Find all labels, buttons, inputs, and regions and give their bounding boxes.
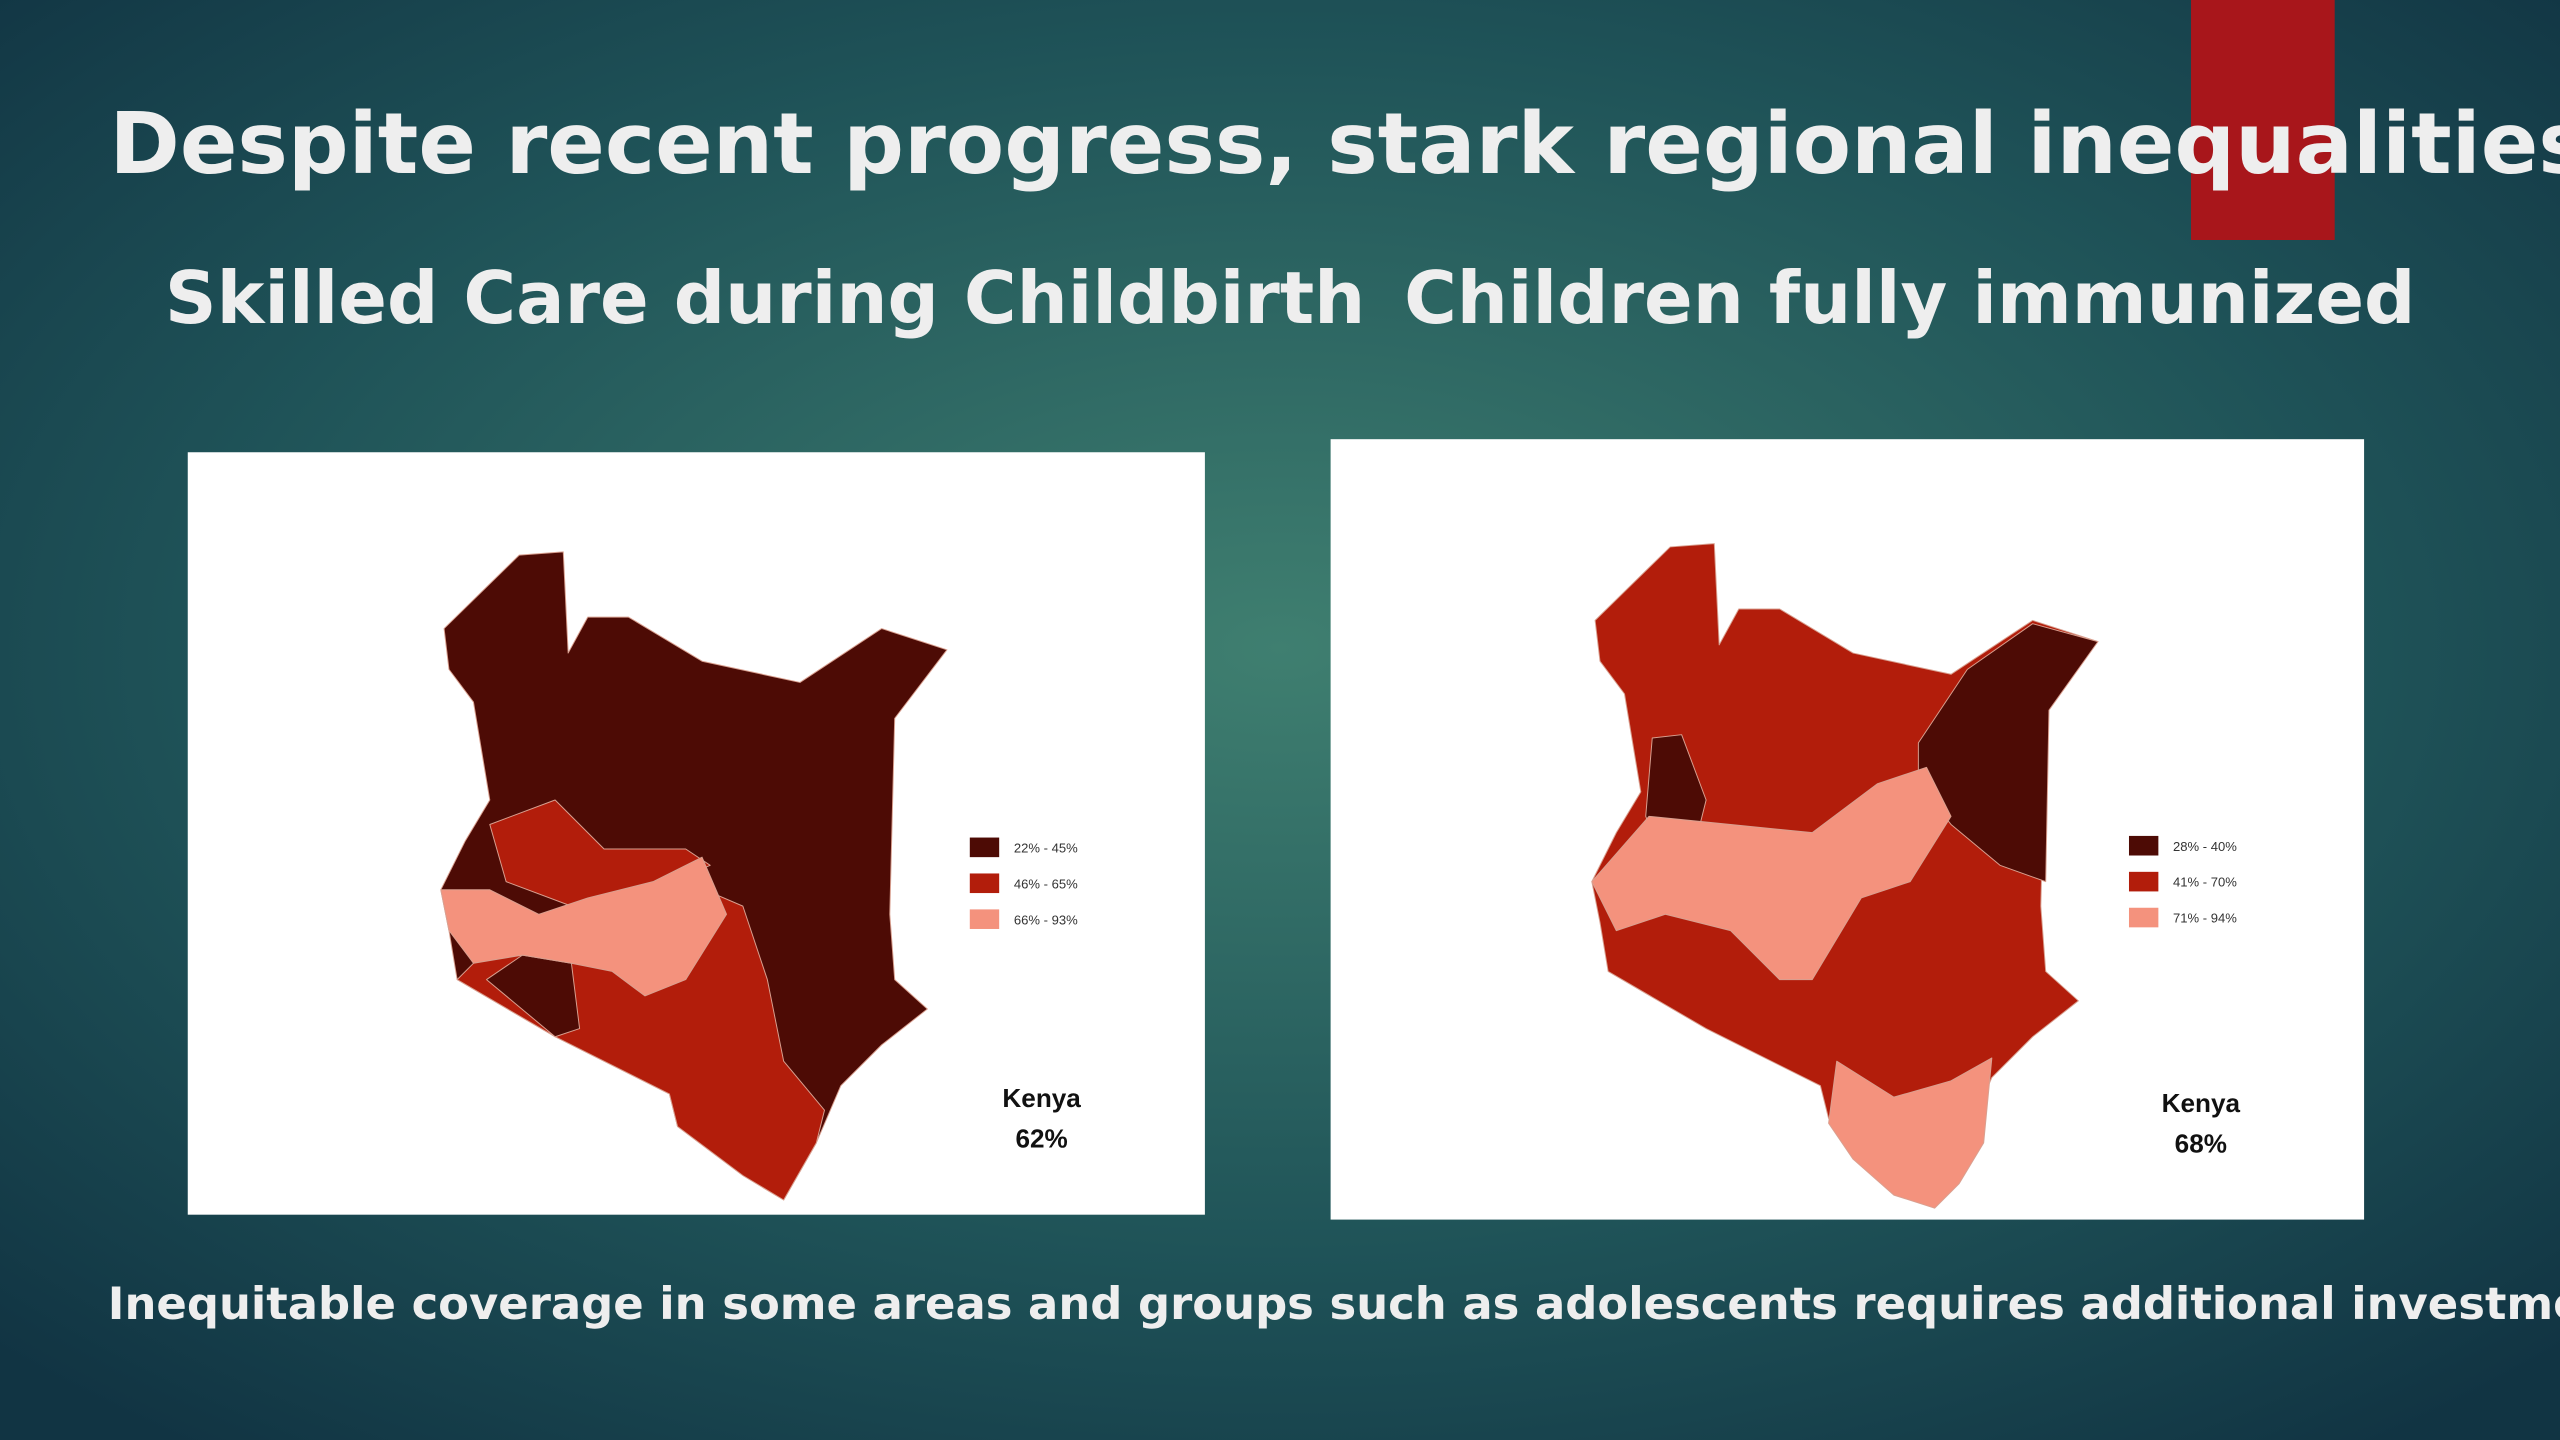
legend-swatch xyxy=(969,873,1000,894)
legend-label: 41% - 70% xyxy=(2173,875,2237,890)
accent-bar xyxy=(2191,0,2335,240)
legend-label: 22% - 45% xyxy=(1014,840,1078,855)
legend-label: 71% - 94% xyxy=(2173,911,2237,926)
legend-label: 28% - 40% xyxy=(2173,839,2237,854)
panel-subtitle: Skilled Care during Childbirth xyxy=(165,256,1365,340)
legend-swatch xyxy=(969,909,1000,929)
map-region xyxy=(440,856,728,997)
legend-swatch xyxy=(2128,835,2159,856)
legend-swatch xyxy=(2128,871,2159,892)
slide-title: Despite recent progress, stark regional … xyxy=(109,95,2560,194)
legend-swatch xyxy=(2128,907,2159,928)
legend-label: 66% - 93% xyxy=(1014,912,1078,927)
map-region xyxy=(489,799,711,907)
summary-value: 62% xyxy=(1015,1124,1067,1154)
map-panel: 22% - 45% 46% - 65% 66% - 93% Kenya 62% xyxy=(187,452,1205,1215)
summary-label: Kenya xyxy=(1002,1083,1081,1113)
summary-label: Kenya xyxy=(2162,1088,2241,1118)
legend-label: 46% - 65% xyxy=(1014,876,1078,891)
panel-subtitle: Children fully immunized xyxy=(1404,256,2415,340)
map-region xyxy=(1591,766,1952,981)
footer-text: Inequitable coverage in some areas and g… xyxy=(108,1277,2560,1330)
map-region xyxy=(486,954,581,1038)
map-region xyxy=(1828,1057,1993,1209)
legend-swatch xyxy=(969,837,1000,858)
summary-value: 68% xyxy=(2175,1129,2227,1159)
map-panel: 28% - 40% 41% - 70% 71% - 94% Kenya 68% xyxy=(1330,439,2365,1220)
